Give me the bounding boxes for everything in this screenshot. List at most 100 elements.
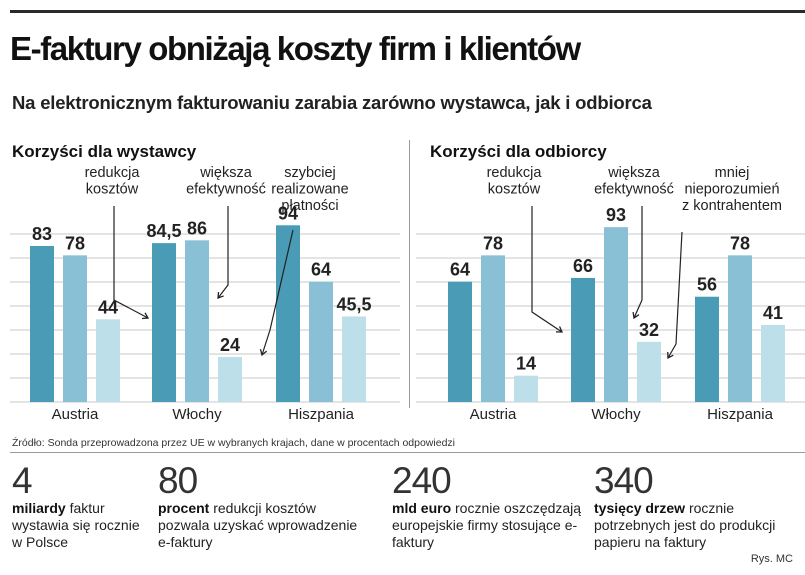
fact-number: 4 [12, 460, 33, 501]
series-annotation-line: nieporozumień [684, 182, 779, 198]
bar-value-label: 78 [65, 233, 85, 253]
bar [514, 375, 538, 402]
arrow-head [667, 351, 674, 360]
fact-rest: rocznie potrzebnych jest do produkcji pa… [594, 500, 776, 550]
series-annotation: większa efektywność [186, 165, 266, 198]
annotation-arrow [261, 229, 294, 356]
series-annotation-line: z kontrahentem [682, 198, 782, 214]
bar-value-label: 44 [98, 297, 118, 317]
category-label: Hiszpania [288, 406, 355, 423]
bar [604, 227, 628, 402]
source-rule [10, 452, 805, 453]
annotation-arrow [633, 206, 643, 319]
annotation-arrow [667, 231, 683, 359]
bar-value-label: 45,5 [336, 294, 371, 314]
bar [63, 255, 87, 402]
fact-rest: rocznie oszczędzają europejskie firmy st… [392, 500, 582, 550]
bar-value-label: 32 [639, 320, 659, 340]
bar [96, 319, 120, 402]
fact-text: mld euro rocznie oszczędzają europejskie… [392, 500, 592, 551]
bar [728, 255, 752, 402]
fact-text: procent redukcji kosztów pozwala uzyskać… [158, 500, 358, 551]
bar-value-label: 84,5 [146, 221, 181, 241]
bar-value-label: 78 [483, 233, 503, 253]
bar-value-label: 64 [311, 260, 331, 280]
bar-value-label: 86 [187, 218, 207, 238]
fact-bold: tysięcy drzew [594, 500, 686, 516]
series-annotation-line: większa [199, 165, 253, 181]
annotation-arrow [531, 206, 563, 333]
fact-number: 340 [594, 460, 654, 501]
chart-issuer: 83 84,5 94 78 86 64 44 24 45,5 Austria Włochy Hiszp… [10, 165, 400, 423]
bar [152, 243, 176, 402]
category-label: Hiszpania [707, 406, 774, 423]
fact-invoices: 4 miliardy faktur wystawia się rocznie w… [12, 462, 147, 551]
page-title: E-faktury obniżają koszty firm i klientó… [10, 30, 581, 67]
bar-value-label: 78 [730, 233, 750, 253]
fact-number: 80 [158, 460, 198, 501]
bar [276, 225, 300, 402]
bar [448, 281, 472, 402]
bar [30, 245, 54, 402]
fact-bold: mld euro [392, 500, 452, 516]
annotation-arrow [217, 206, 229, 299]
bar [571, 277, 595, 402]
fact-text: tysięcy drzew rocznie potrzebnych jest d… [594, 500, 794, 551]
fact-cost-reduction: 80 procent redukcji kosztów pozwala uzys… [158, 462, 358, 551]
bar [342, 316, 366, 402]
category-label: Austria [52, 406, 99, 423]
fact-number: 240 [392, 460, 452, 501]
bar-value-label: 64 [450, 260, 470, 280]
bar [185, 240, 209, 402]
bar-value-label: 66 [573, 256, 593, 276]
bar-value-label: 41 [763, 303, 783, 323]
bar-value-label: 56 [697, 275, 717, 295]
chart-title-issuer: Korzyści dla wystawcy [12, 142, 197, 161]
fact-rest: faktur wystawia się rocznie w Polsce [12, 500, 140, 550]
bar-value-label: 14 [516, 354, 536, 374]
bar [481, 255, 505, 402]
series-annotation-line: większa [607, 165, 661, 181]
fact-text: miliardy faktur wystawia się rocznie w P… [12, 500, 147, 551]
series-annotation: redukcja kosztów [85, 165, 141, 198]
annotation-arrow [113, 206, 149, 319]
bar [218, 356, 242, 402]
series-annotation: szybciej realizowane płatności [271, 165, 348, 214]
fact-savings: 240 mld euro rocznie oszczędzają europej… [392, 462, 592, 551]
top-rule [10, 10, 805, 13]
arrow-head [259, 349, 268, 357]
series-annotation-line: płatności [281, 198, 338, 214]
fact-bold: miliardy [12, 500, 66, 516]
arrow-head [555, 326, 564, 333]
series-annotation-line: efektywność [186, 182, 266, 198]
bar-value-label: 24 [220, 335, 240, 355]
bar [309, 281, 333, 402]
series-annotation-line: kosztów [488, 182, 541, 198]
series-annotation-line: efektywność [594, 182, 674, 198]
series-annotation: redukcja kosztów [487, 165, 543, 198]
series-annotation-line: mniej [715, 165, 750, 181]
fact-trees: 340 tysięcy drzew rocznie potrzebnych je… [594, 462, 794, 551]
series-annotation-line: szybciej [284, 165, 336, 181]
panel-divider [409, 140, 410, 408]
category-label: Austria [470, 406, 517, 423]
bar [761, 324, 785, 402]
chart-recipient: 64 66 56 78 93 78 14 32 41 Austria Włochy Hiszpania… [416, 165, 805, 423]
arrow-head [141, 312, 150, 320]
bar [637, 341, 661, 402]
bar [695, 296, 719, 402]
fact-rest: redukcji kosztów pozwala uzyskać wprowad… [158, 500, 358, 550]
page-subtitle: Na elektronicznym fakturowaniu zarabia z… [12, 92, 652, 113]
source-note: Źródło: Sonda przeprowadzona przez UE w … [12, 437, 455, 449]
category-label: Włochy [172, 406, 222, 423]
bar-value-label: 93 [606, 205, 626, 225]
arrow-head [217, 291, 224, 299]
series-annotation-line: kosztów [86, 182, 139, 198]
series-annotation-line: realizowane [271, 182, 348, 198]
bar-value-label: 83 [32, 224, 52, 244]
fact-bold: procent [158, 500, 210, 516]
series-annotation: większa efektywność [594, 165, 674, 198]
arrow-head [632, 311, 640, 320]
credit: Rys. MC [750, 553, 793, 565]
bar-value-label: 94 [278, 203, 298, 223]
